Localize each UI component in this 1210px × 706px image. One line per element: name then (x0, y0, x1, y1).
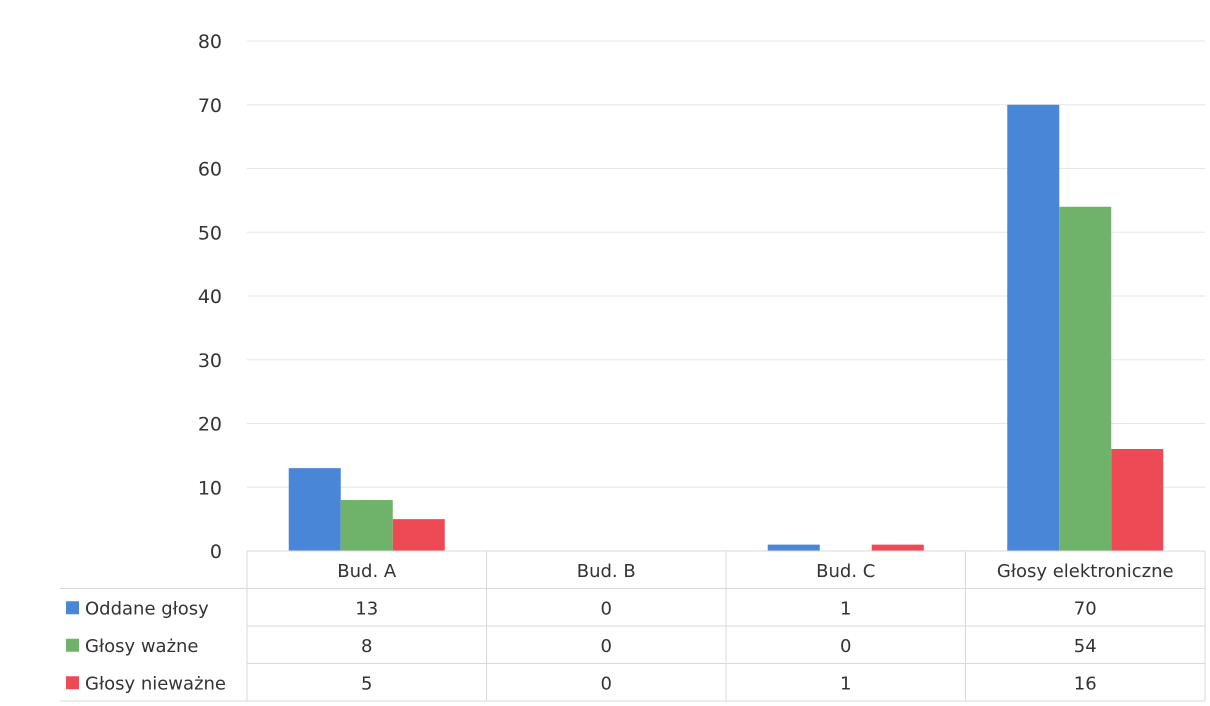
data-table-value: 16 (1074, 673, 1097, 694)
y-tick-label: 0 (210, 541, 222, 563)
data-table-value: 0 (601, 598, 612, 619)
data-table-value: 0 (840, 636, 851, 657)
bar (871, 544, 924, 551)
x-category-label: Głosy elektroniczne (997, 561, 1174, 582)
x-category-label: Bud. C (816, 561, 875, 582)
y-tick-label: 60 (198, 159, 222, 181)
bar (1007, 104, 1060, 551)
gridlines (247, 40, 1205, 488)
y-tick-label: 20 (198, 414, 222, 436)
data-table-value: 70 (1074, 598, 1097, 619)
y-tick-label: 10 (198, 477, 222, 499)
data-table: Bud. A Bud. B Bud. C Głosy elektroniczne Odd… (60, 550, 1206, 702)
bar (1111, 449, 1164, 551)
legend-series-name: Głosy nieważne (85, 673, 226, 694)
data-table-value: 1 (840, 673, 851, 694)
data-table-value: 1 (840, 598, 851, 619)
y-tick-label: 80 (198, 31, 222, 53)
x-category-label: Bud. A (337, 561, 397, 582)
data-table-value: 0 (601, 673, 612, 694)
bar (288, 468, 341, 551)
y-axis-tick-labels: 0 10 20 30 40 50 60 70 80 (198, 31, 222, 563)
bar (1059, 206, 1112, 551)
legend-swatch (66, 676, 79, 690)
x-category-label: Bud. B (577, 561, 636, 582)
legend-series-name: Oddane głosy (85, 598, 209, 619)
bars (288, 104, 1164, 551)
data-table-value: 0 (601, 636, 612, 657)
legend-swatch (66, 601, 79, 615)
bar (767, 544, 820, 551)
y-tick-label: 30 (198, 350, 222, 372)
bar (340, 500, 393, 551)
data-table-value: 54 (1074, 636, 1097, 657)
legend-swatch (66, 638, 79, 652)
data-table-value: 8 (361, 636, 372, 657)
data-table-value: 13 (355, 598, 378, 619)
y-tick-label: 40 (198, 286, 222, 308)
legend-series-name: Głosy ważne (85, 636, 199, 657)
data-table-value: 5 (361, 673, 372, 694)
y-tick-label: 70 (198, 95, 222, 117)
y-tick-label: 50 (198, 222, 222, 244)
bar (392, 519, 445, 551)
